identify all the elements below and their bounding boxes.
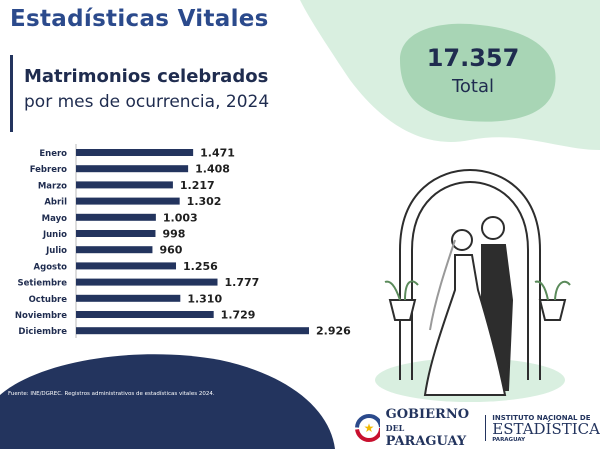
category-label: Julio [45,246,67,256]
value-label: 1.310 [187,292,222,305]
gobierno-logo: GOBIERNO DEL PARAGUAY [385,407,470,449]
bar-chart: Enero 1.471 Febrero 1.408 Marzo 1.217 Abril 1.3… [15,144,351,338]
category-label: Febrero [30,165,67,175]
total-label: Total [451,76,495,97]
value-label: 1.408 [195,163,230,176]
chart-subtitle: por mes de ocurrencia, 2024 [24,92,270,112]
bar [76,197,180,205]
bar [76,165,189,173]
value-label: 960 [159,244,182,257]
category-label: Noviembre [15,311,67,321]
value-label: 1.777 [225,276,260,289]
value-label: 998 [162,228,185,241]
value-label: 1.217 [180,179,215,192]
bar [76,311,214,318]
value-label: 1.471 [200,147,235,160]
footer-logos: ★ GOBIERNO DEL PARAGUAY INSTITUTO NACION… [355,408,600,448]
title-rule [10,55,13,132]
category-label: Mayo [42,214,67,224]
category-label: Setiembre [17,279,67,289]
value-label: 1.256 [183,260,218,273]
page-title: Estadísticas Vitales [10,6,269,32]
category-label: Agosto [34,262,68,272]
bar [76,181,173,189]
category-label: Diciembre [18,327,67,337]
wedding-couple-illustration [384,168,571,396]
category-label: Enero [39,149,67,159]
svg-text:★: ★ [364,421,375,435]
value-label: 1.003 [163,211,198,224]
bar [76,246,153,254]
source-note: Fuente: INE/DGREC. Registros administrat… [8,391,215,397]
category-label: Octubre [29,295,68,305]
category-label: Abril [44,198,67,208]
bar [76,327,309,335]
value-label: 1.302 [187,195,222,208]
category-label: Marzo [38,181,67,191]
paraguay-seal-icon: ★ [355,414,380,442]
bar [76,278,218,286]
value-label: 2.926 [316,325,351,338]
bar [76,149,194,156]
logo-divider [485,415,487,441]
bar [76,230,156,237]
category-label: Junio [42,230,67,240]
value-label: 1.729 [221,309,256,322]
bar [76,262,177,270]
ine-logo: INSTITUTO NACIONAL DE ESTADÍSTICA PARAGU… [492,413,600,443]
total-value: 17.357 [426,44,520,72]
bar [76,213,156,221]
chart-title: Matrimonios celebrados [24,66,269,87]
bar [76,294,181,302]
